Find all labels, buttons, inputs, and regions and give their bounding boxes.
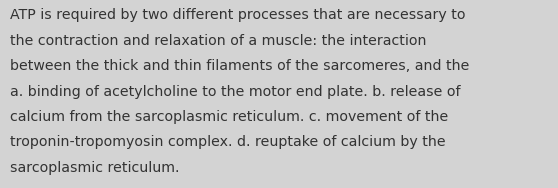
Text: a. binding of acetylcholine to the motor end plate. b. release of: a. binding of acetylcholine to the motor… (10, 85, 460, 99)
Text: calcium from the sarcoplasmic reticulum. c. movement of the: calcium from the sarcoplasmic reticulum.… (10, 110, 448, 124)
Text: sarcoplasmic reticulum.: sarcoplasmic reticulum. (10, 161, 180, 175)
Text: ATP is required by two different processes that are necessary to: ATP is required by two different process… (10, 8, 465, 22)
Text: between the thick and thin filaments of the sarcomeres, and the: between the thick and thin filaments of … (10, 59, 469, 73)
Text: troponin-tropomyosin complex. d. reuptake of calcium by the: troponin-tropomyosin complex. d. reuptak… (10, 135, 446, 149)
Text: the contraction and relaxation of a muscle: the interaction: the contraction and relaxation of a musc… (10, 34, 426, 48)
